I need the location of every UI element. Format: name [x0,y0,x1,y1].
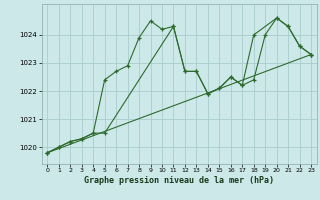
X-axis label: Graphe pression niveau de la mer (hPa): Graphe pression niveau de la mer (hPa) [84,176,274,185]
